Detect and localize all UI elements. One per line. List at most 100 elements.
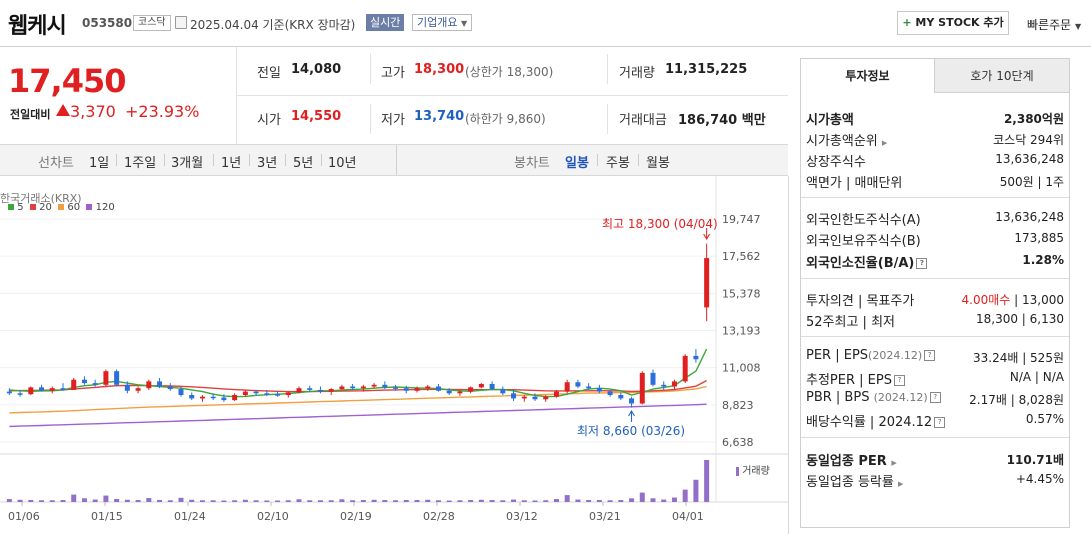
pbr-value: 2.17배 | 8,028원 bbox=[969, 393, 1064, 407]
dividend-label[interactable]: 배당수익률 | 2024.12? bbox=[806, 411, 946, 430]
candle-body bbox=[414, 388, 420, 391]
tab-invest-info[interactable]: 투자정보 bbox=[800, 58, 935, 93]
foreign-ratio-label[interactable]: 외국인소진율(B/A)? bbox=[806, 252, 928, 271]
volume-bar bbox=[521, 500, 527, 502]
candle-body bbox=[607, 391, 613, 396]
add-mystock-button[interactable]: + MY STOCK 추가 bbox=[897, 11, 1009, 35]
low-marker-arrow bbox=[628, 410, 635, 417]
volume-legend: 거래량 bbox=[736, 462, 770, 477]
candle-body bbox=[264, 393, 270, 395]
open-label: 시가 bbox=[257, 113, 281, 128]
x-tick-label: 02/10 bbox=[257, 510, 289, 523]
candle-body bbox=[403, 388, 409, 391]
volume-bar bbox=[296, 499, 302, 502]
week52-label: 52주최고 | 최저 bbox=[806, 315, 895, 330]
volume-bar bbox=[607, 500, 613, 502]
market-cap-rank-label[interactable]: 시가총액순위 ▶ bbox=[806, 134, 888, 149]
candle-body bbox=[360, 386, 366, 389]
market-cap-label: 시가총액 bbox=[806, 113, 854, 128]
candle-body bbox=[682, 355, 688, 382]
volume-bar bbox=[500, 500, 506, 502]
y-tick-label: 13,193 bbox=[722, 324, 761, 337]
volume-bar bbox=[167, 500, 173, 502]
volume-bar bbox=[596, 500, 602, 502]
calendar-icon bbox=[175, 16, 187, 29]
period-3year[interactable]: 3년 bbox=[257, 156, 278, 171]
est-per-label[interactable]: 추정PER | EPS? bbox=[806, 369, 905, 388]
period-1year[interactable]: 1년 bbox=[221, 156, 242, 171]
y-tick-label: 8,823 bbox=[722, 399, 754, 412]
x-tick-label: 02/28 bbox=[423, 510, 455, 523]
listed-shares-label: 상장주식수 bbox=[806, 155, 866, 170]
candle-weekly[interactable]: 주봉 bbox=[606, 156, 630, 171]
industry-rate-label[interactable]: 동일업종 등락률 ▶ bbox=[806, 475, 904, 490]
volume-bar bbox=[425, 499, 431, 502]
y-tick-label: 15,378 bbox=[722, 287, 761, 300]
toolbar-separator bbox=[249, 154, 250, 166]
volume-bar bbox=[232, 500, 238, 502]
period-10year[interactable]: 10년 bbox=[328, 156, 357, 171]
listed-shares-value: 13,636,248 bbox=[995, 152, 1064, 166]
candle-daily[interactable]: 일봉 bbox=[565, 156, 589, 171]
x-tick-label: 02/19 bbox=[340, 510, 372, 523]
volume-bar bbox=[661, 499, 667, 502]
candle-body bbox=[446, 390, 452, 394]
candle-body bbox=[704, 258, 710, 308]
volume-bar bbox=[285, 500, 291, 502]
add-mystock-label: MY STOCK 추가 bbox=[911, 16, 1004, 29]
ma-legend: 5 20 60 120 bbox=[8, 202, 115, 213]
toolbar-separator bbox=[638, 154, 639, 166]
candle-monthly[interactable]: 월봉 bbox=[646, 156, 670, 171]
week52-value: 18,300 | 6,130 bbox=[975, 312, 1064, 326]
volume-bar bbox=[17, 499, 23, 502]
period-1day[interactable]: 1일 bbox=[89, 156, 110, 171]
y-tick-label: 17,562 bbox=[722, 250, 761, 263]
candle-body bbox=[17, 393, 23, 395]
date-text: 2025.04.04 기준(KRX 장마감) bbox=[190, 18, 356, 32]
industry-per-label[interactable]: 동일업종 PER ▶ bbox=[806, 454, 897, 469]
pbr-label[interactable]: PBR | BPS (2024.12)? bbox=[806, 390, 941, 405]
industry-per-value: 110.71배 bbox=[1006, 453, 1064, 467]
period-5year[interactable]: 5년 bbox=[293, 156, 314, 171]
change-label: 전일대비 bbox=[10, 108, 51, 121]
candle-body bbox=[468, 387, 474, 392]
chevron-right-icon: ▶ bbox=[881, 139, 888, 147]
quote-divider bbox=[370, 54, 371, 84]
toolbar-separator bbox=[321, 154, 322, 166]
line-chart-label: 선차트 bbox=[38, 156, 74, 171]
company-overview-button[interactable]: 기업개요 ▼ bbox=[412, 14, 473, 31]
candle-body bbox=[596, 388, 602, 392]
candle-body bbox=[242, 391, 248, 396]
volume-label: 거래량 bbox=[619, 66, 655, 81]
tab-hoga-10[interactable]: 호가 10단계 bbox=[934, 58, 1070, 93]
period-3month[interactable]: 3개월 bbox=[171, 156, 204, 171]
volume-bar bbox=[39, 500, 45, 502]
quick-order-button[interactable]: 빠른주문 ▼ bbox=[1027, 16, 1081, 33]
help-icon: ? bbox=[929, 392, 941, 403]
candle-chart-label: 봉차트 bbox=[514, 156, 550, 171]
candle-body bbox=[521, 396, 527, 399]
par-value-value: 500원 | 1주 bbox=[999, 175, 1064, 189]
x-tick-label: 01/24 bbox=[174, 510, 206, 523]
volume-bar bbox=[92, 499, 98, 502]
foreign-limit-label: 외국인한도주식수(A) bbox=[806, 213, 921, 228]
chart-right-border bbox=[788, 176, 789, 534]
per-label[interactable]: PER | EPS(2024.12)? bbox=[806, 348, 936, 363]
volume-bar bbox=[478, 499, 484, 502]
quote-divider bbox=[607, 104, 608, 134]
candle-body bbox=[382, 384, 388, 388]
low-value: 13,740 bbox=[414, 109, 465, 124]
quote-divider bbox=[607, 54, 608, 84]
x-tick-label: 03/12 bbox=[506, 510, 538, 523]
stock-chart[interactable]: 19,747 17,562 15,378 13,193 11,008 8,823 6,638… bbox=[0, 176, 788, 534]
toolbar-separator bbox=[597, 154, 598, 166]
period-1week[interactable]: 1주일 bbox=[124, 156, 157, 171]
toolbar-separator bbox=[164, 154, 165, 166]
volume-bar bbox=[511, 499, 517, 502]
amount-label: 거래대금 bbox=[619, 113, 667, 128]
realtime-button[interactable]: 실시간 bbox=[366, 14, 405, 31]
per-value: 33.24배 | 525원 bbox=[972, 351, 1064, 365]
volume-bar bbox=[253, 500, 259, 502]
change-value: 3,370 bbox=[70, 102, 116, 121]
lower-limit: (하한가 9,860) bbox=[465, 112, 546, 126]
